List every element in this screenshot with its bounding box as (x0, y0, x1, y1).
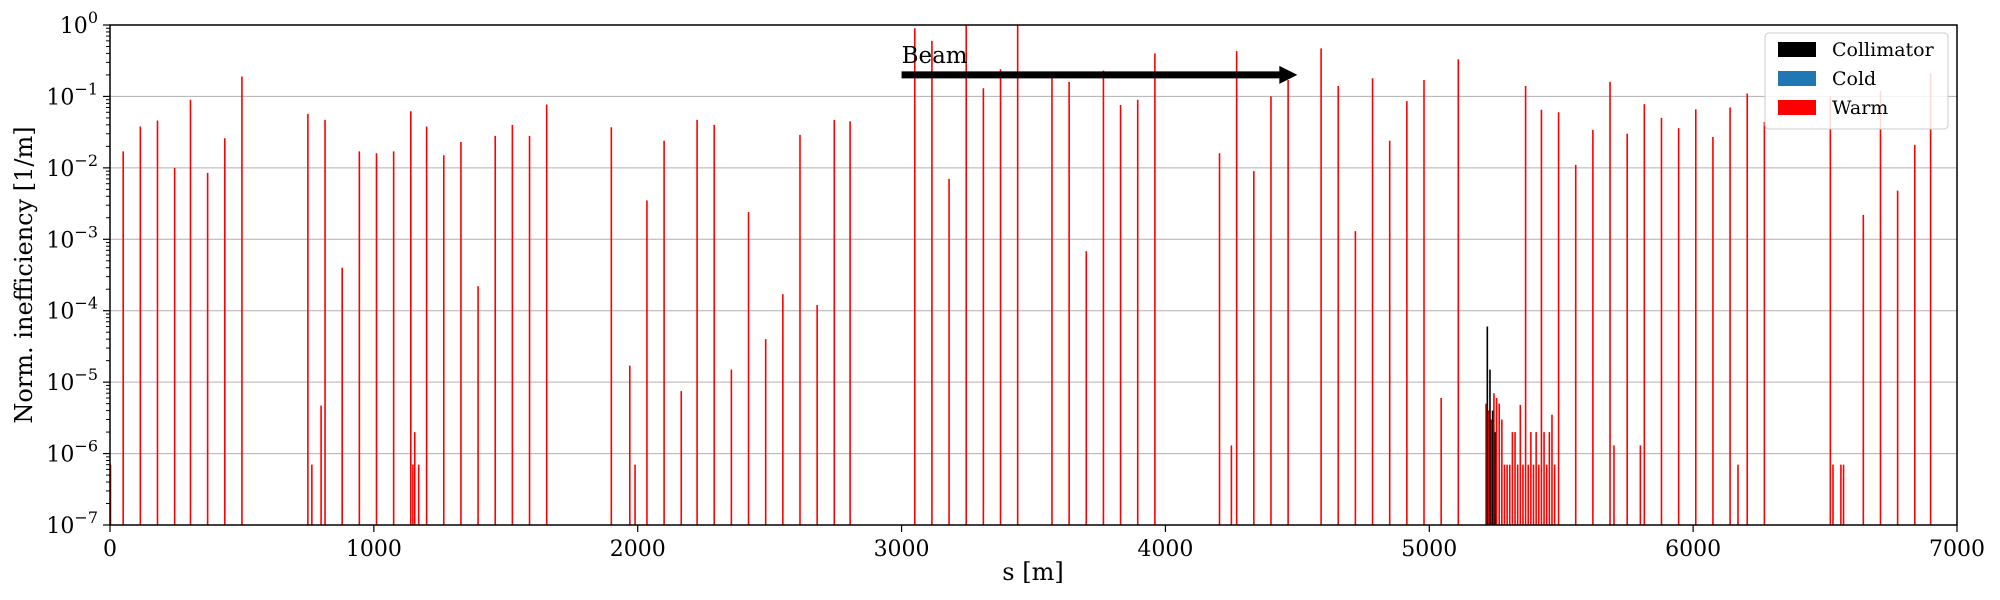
y-tick-label: 10−7 (46, 508, 98, 539)
x-tick-label: 4000 (1137, 537, 1193, 562)
x-tick-label: 5000 (1401, 537, 1457, 562)
legend-swatch-warm (1778, 100, 1816, 115)
x-tick-label: 3000 (874, 537, 930, 562)
x-tick-label: 7000 (1929, 537, 1985, 562)
x-tick-label: 1000 (346, 537, 402, 562)
y-tick-label: 10−2 (46, 151, 98, 182)
grid-lines (110, 95, 1957, 455)
legend: Collimator Cold Warm (1764, 32, 1949, 130)
y-tick-label: 10−3 (46, 222, 98, 253)
y-tick-label: 100 (60, 8, 98, 39)
y-axis-ticks: 10−7 10−6 10−5 10−4 10−3 10−2 10−1 100 (46, 8, 110, 539)
data-bars (109, 25, 1932, 525)
y-tick-label: 10−6 (46, 437, 98, 468)
beam-annotation: Beam (901, 43, 1298, 84)
legend-label-cold: Cold (1832, 68, 1876, 90)
legend-label-collimator: Collimator (1832, 39, 1935, 61)
legend-label-warm: Warm (1832, 97, 1888, 119)
legend-swatch-cold (1778, 71, 1816, 86)
y-axis-title: Norm. inefficiency [1/m] (10, 126, 38, 423)
y-tick-label: 10−1 (46, 79, 98, 110)
x-axis-ticks: 0 1000 2000 3000 4000 5000 6000 7000 (103, 525, 1985, 562)
x-tick-label: 2000 (610, 537, 666, 562)
legend-swatch-collimator (1778, 42, 1816, 57)
y-tick-label: 10−4 (46, 294, 98, 325)
y-tick-label: 10−5 (46, 365, 98, 396)
x-tick-label: 6000 (1665, 537, 1721, 562)
beam-arrow-head (1279, 65, 1298, 84)
x-tick-label: 0 (103, 537, 117, 562)
plot-frame (109, 24, 1958, 526)
x-axis-title: s [m] (1002, 558, 1063, 586)
beam-label: Beam (902, 43, 968, 69)
